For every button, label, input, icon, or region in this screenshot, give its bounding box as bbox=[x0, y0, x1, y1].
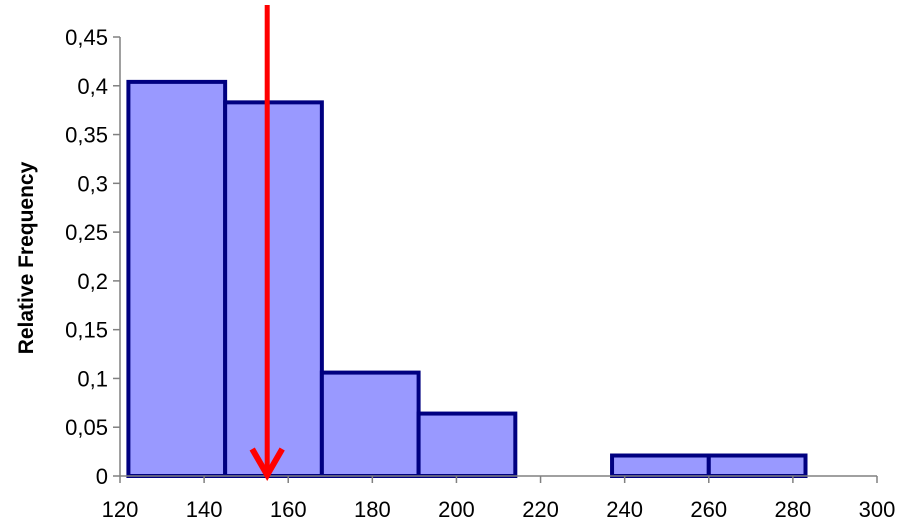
y-ticks-group: 0 0,05 0,1 0,15 0,2 0,25 0,3 0,35 0,4 0,45 bbox=[65, 25, 120, 489]
y-tick-label: 0,2 bbox=[77, 269, 108, 294]
histogram-bar-1 bbox=[126, 79, 228, 479]
x-tick-label: 280 bbox=[775, 497, 812, 522]
histogram-bar-3 bbox=[319, 370, 421, 479]
histogram-bar-4 bbox=[416, 411, 518, 479]
x-tick-label: 160 bbox=[270, 497, 307, 522]
x-tick-label: 300 bbox=[859, 497, 896, 522]
histogram-bar-2 bbox=[223, 100, 324, 479]
x-tick-label: 140 bbox=[186, 497, 223, 522]
red-arrow-annotation bbox=[249, 5, 285, 482]
y-tick-label: 0,05 bbox=[65, 415, 108, 440]
x-tick-label: 260 bbox=[690, 497, 727, 522]
axes-group bbox=[119, 37, 877, 477]
arrow-head bbox=[249, 447, 285, 482]
y-axis-title: Relative Frequency bbox=[15, 161, 38, 354]
y-tick-label: 0,1 bbox=[77, 366, 108, 391]
y-tick-label: 0,15 bbox=[65, 318, 108, 343]
y-tick-label: 0,4 bbox=[77, 74, 108, 99]
annotations-group bbox=[249, 5, 285, 482]
y-tick-label: 0,45 bbox=[65, 25, 108, 50]
x-tick-label: 120 bbox=[102, 497, 139, 522]
histogram-bar-6 bbox=[610, 453, 711, 479]
x-tick-label: 220 bbox=[522, 497, 559, 522]
x-ticks-group: 120 140 160 180 200 220 240 260 280 300 bbox=[102, 476, 896, 522]
x-tick-label: 240 bbox=[606, 497, 643, 522]
x-tick-label: 200 bbox=[438, 497, 475, 522]
histogram-bar-7 bbox=[706, 453, 808, 479]
y-tick-label: 0,3 bbox=[77, 171, 108, 196]
y-tick-label: 0,25 bbox=[65, 220, 108, 245]
y-tick-label: 0,35 bbox=[65, 123, 108, 148]
x-tick-label: 180 bbox=[354, 497, 391, 522]
bars-group bbox=[126, 79, 808, 479]
y-tick-label: 0 bbox=[96, 464, 108, 489]
